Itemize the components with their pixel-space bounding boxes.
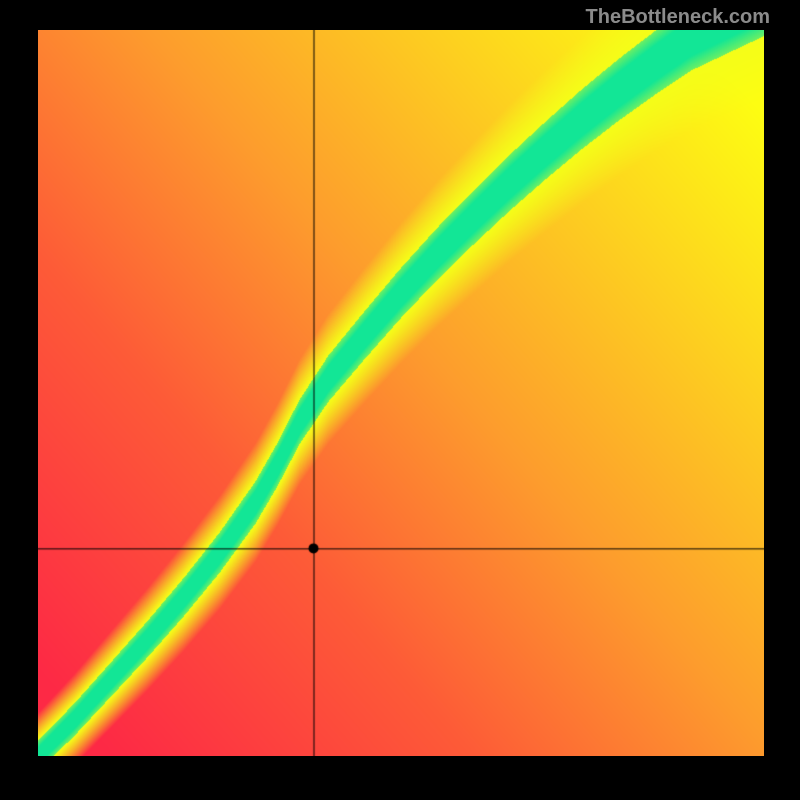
heatmap-plot [38,30,764,756]
chart-container: TheBottleneck.com [0,0,800,800]
watermark-text: TheBottleneck.com [586,6,770,29]
